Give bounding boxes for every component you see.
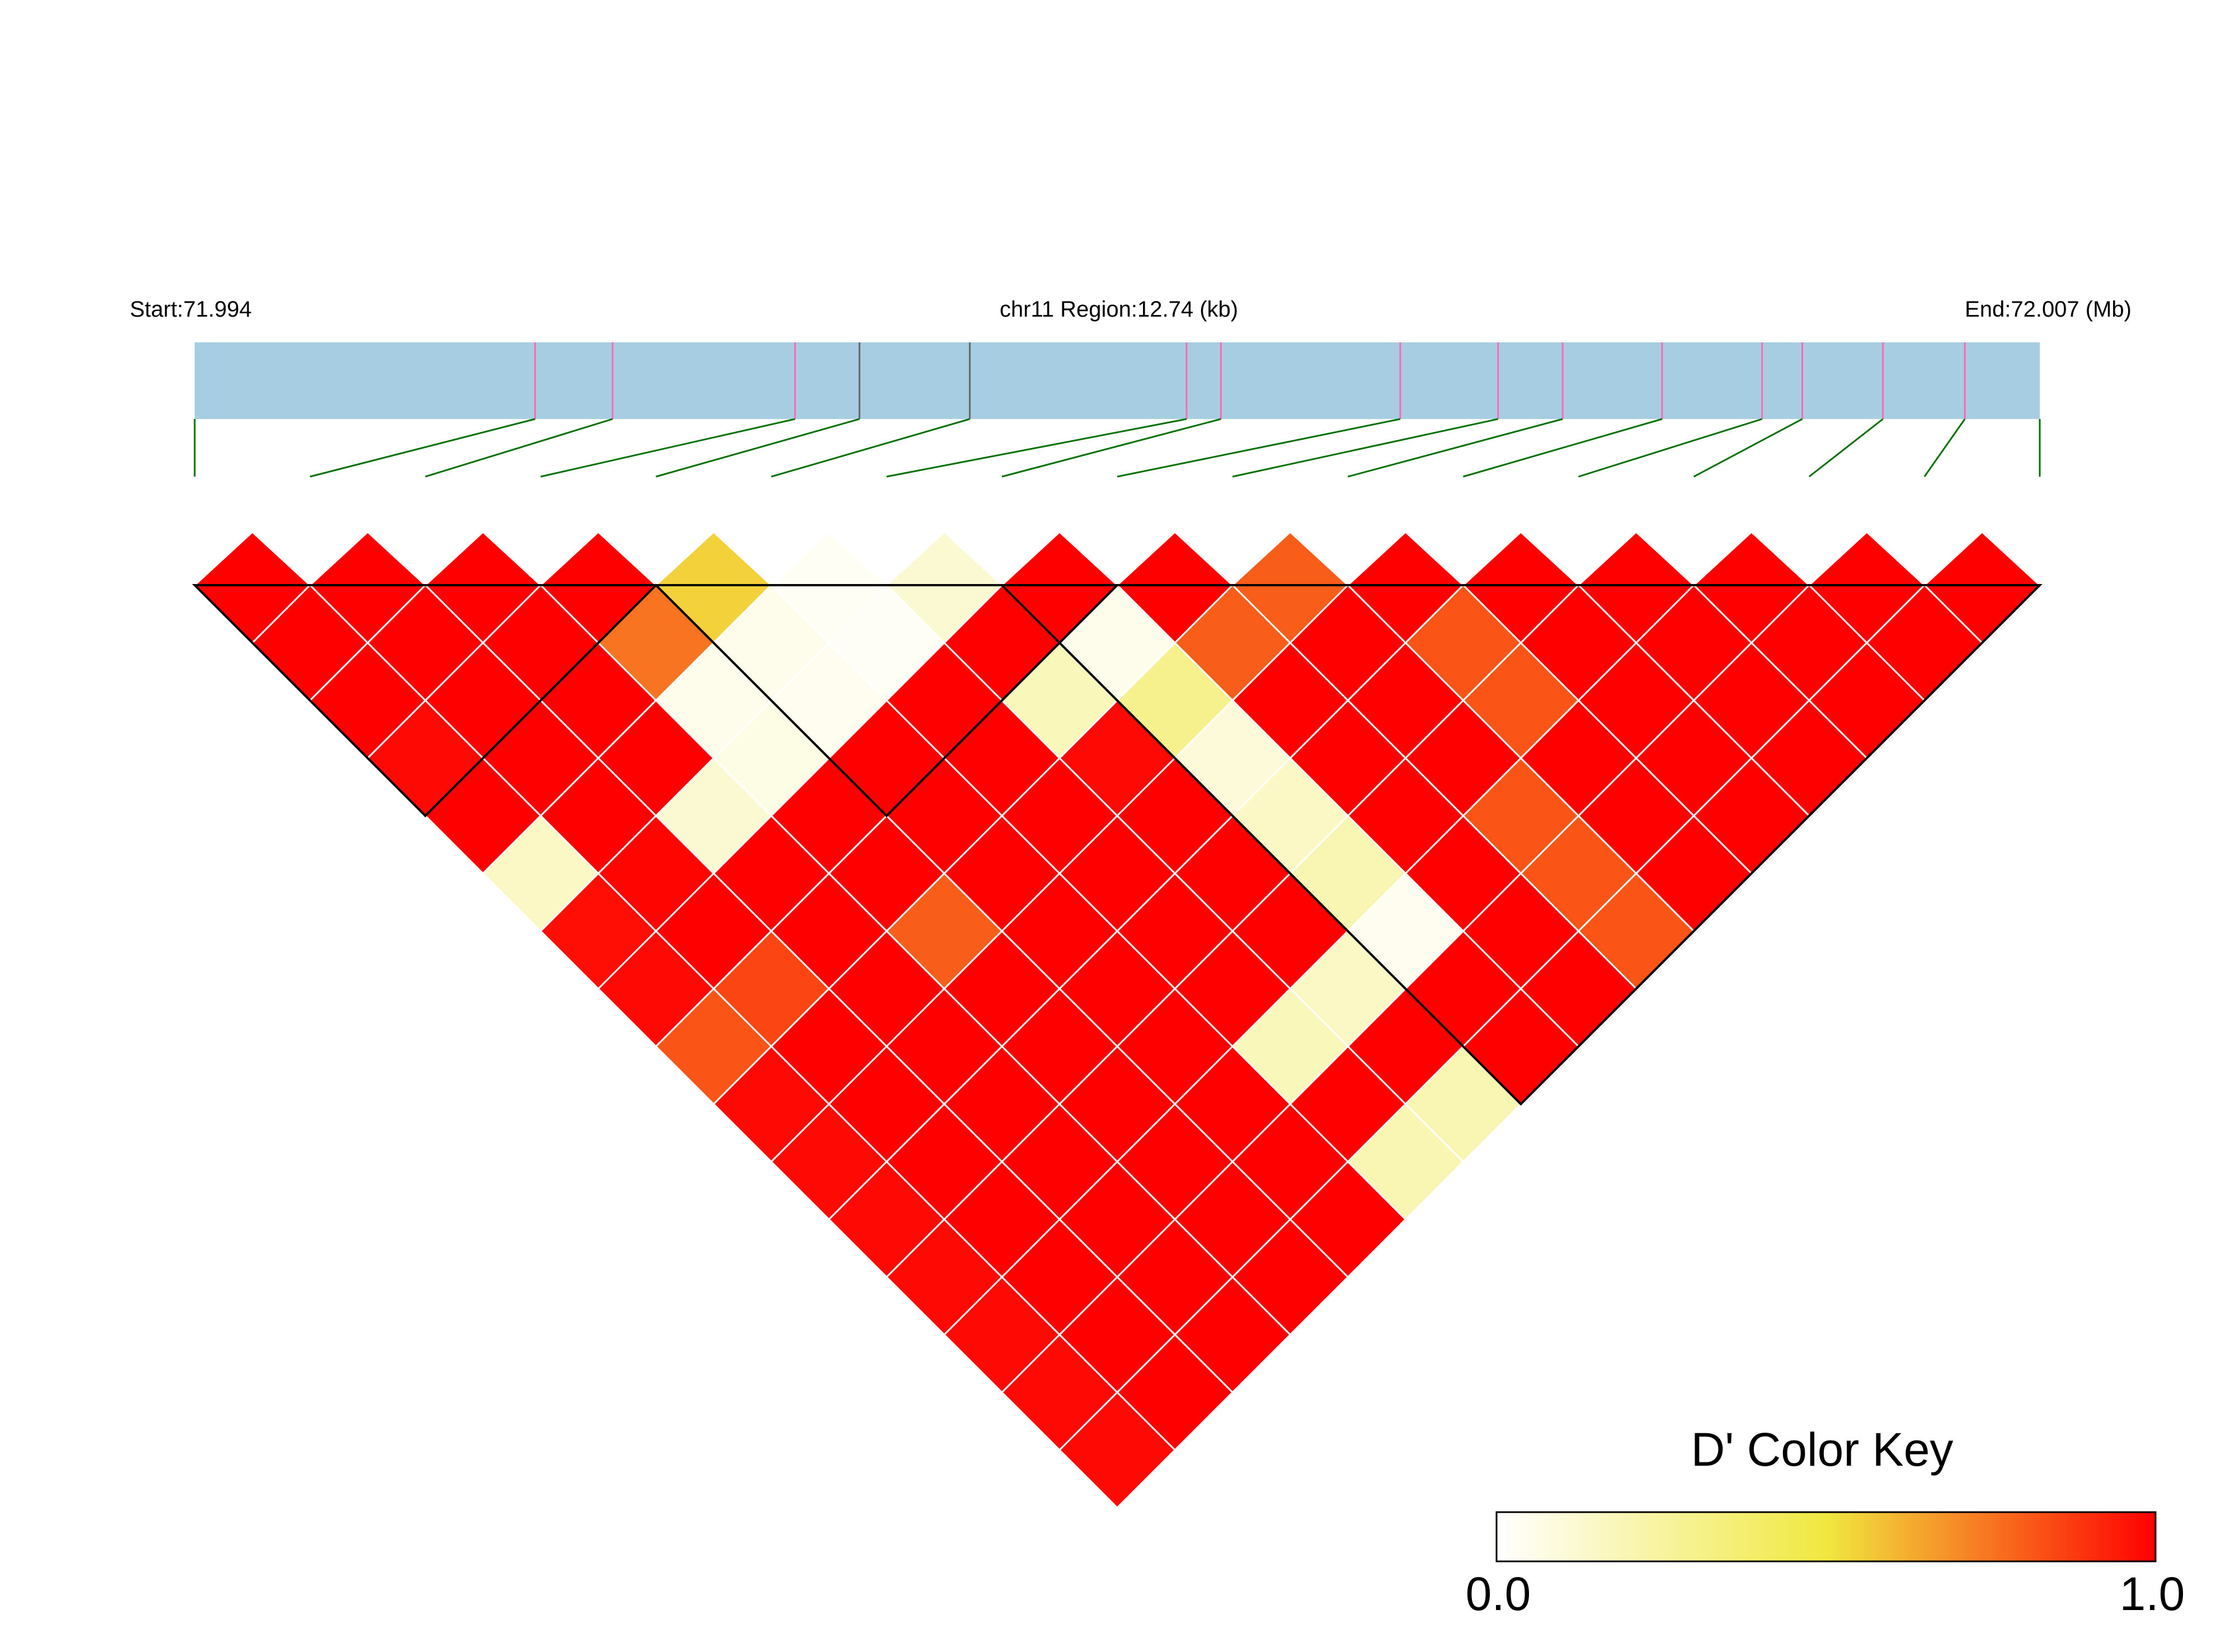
ld-block-outline [192, 584, 659, 818]
color-key-max-label: 1.0 [2120, 1568, 2185, 1620]
color-key-gradient [1495, 1511, 2157, 1562]
end-label: End:72.007 (Mb) [1965, 297, 2132, 322]
ld-block-outline [653, 584, 1120, 818]
ld-block-outline [999, 584, 2043, 1106]
start-label: Start:71.994 [130, 297, 252, 322]
snp-connector [1808, 418, 1884, 478]
region-track-bar [195, 342, 2040, 419]
snp-connector [886, 418, 1187, 478]
region-label: chr11 Region:12.74 (kb) [1000, 297, 1238, 322]
snp-connector [656, 418, 860, 478]
snp-connector [540, 418, 796, 478]
snp-connectors [194, 418, 2041, 478]
ld-cell [1058, 1391, 1177, 1509]
snp-connector [1001, 418, 1221, 478]
snp-connector [1923, 418, 1966, 477]
snp-connector [771, 418, 970, 478]
snp-connector [1117, 418, 1401, 478]
color-key: D' Color Key 0.0 1.0 [1466, 1423, 2185, 1620]
snp-connector [1693, 418, 1803, 478]
ld-cells [193, 530, 2041, 1509]
snp-connector [1347, 418, 1563, 478]
snp-connector [309, 418, 535, 478]
color-key-title: D' Color Key [1691, 1423, 1954, 1476]
snp-connector [1462, 418, 1663, 478]
snp-connector [425, 418, 613, 478]
snp-ticks [534, 342, 1966, 419]
ld-blocks [192, 584, 2043, 1106]
snp-connector [1232, 418, 1499, 478]
snp-connector [1578, 418, 1763, 478]
color-key-min-label: 0.0 [1466, 1568, 1531, 1620]
region-track [194, 342, 2041, 478]
